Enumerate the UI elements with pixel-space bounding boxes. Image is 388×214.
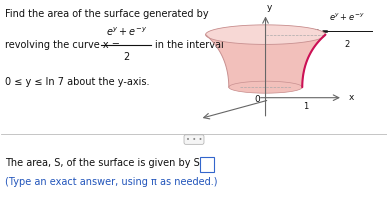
Text: $e^y + e^{-y}$: $e^y + e^{-y}$ <box>329 11 364 22</box>
Text: 2: 2 <box>344 40 349 49</box>
Text: x =: x = <box>314 27 329 36</box>
Text: 0 ≤ y ≤ ln 7 about the y-axis.: 0 ≤ y ≤ ln 7 about the y-axis. <box>5 77 149 87</box>
Bar <box>200 157 215 172</box>
Text: Find the area of the surface generated by: Find the area of the surface generated b… <box>5 9 208 19</box>
Polygon shape <box>229 81 302 93</box>
Text: • • •: • • • <box>186 137 202 143</box>
Text: x: x <box>349 93 354 102</box>
Text: - ln 7: - ln 7 <box>238 28 258 37</box>
Polygon shape <box>206 25 326 45</box>
Text: revolving the curve x =: revolving the curve x = <box>5 40 120 50</box>
Text: $e^y + e^{-y}$: $e^y + e^{-y}$ <box>106 25 147 38</box>
Text: y: y <box>267 3 272 12</box>
Text: The area, S, of the surface is given by S =: The area, S, of the surface is given by … <box>5 158 211 168</box>
Polygon shape <box>206 25 326 93</box>
Text: in the interval: in the interval <box>155 40 224 50</box>
Text: 1: 1 <box>303 102 309 111</box>
Text: 0: 0 <box>254 95 260 104</box>
Text: (Type an exact answer, using π as needed.): (Type an exact answer, using π as needed… <box>5 177 217 187</box>
Text: 2: 2 <box>123 52 130 62</box>
